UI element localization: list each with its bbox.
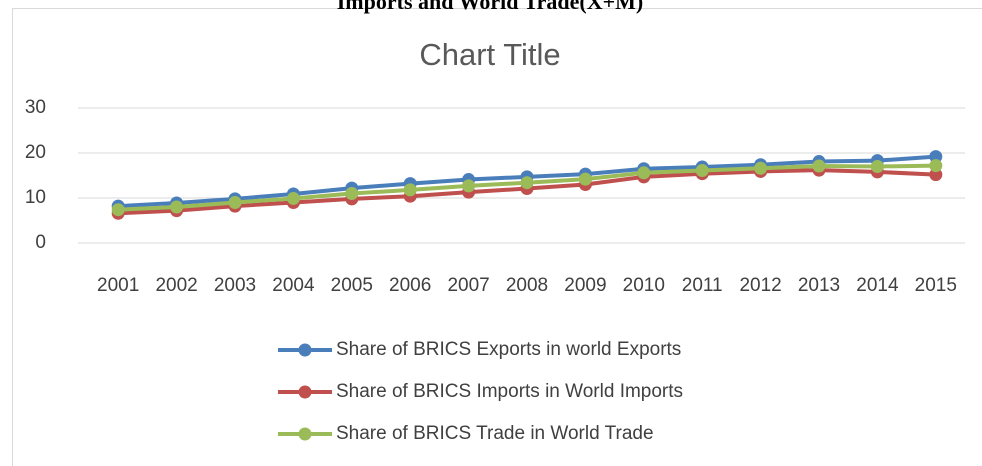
y-tick-label: 30: [25, 97, 46, 118]
x-tick-label: 2015: [915, 275, 957, 296]
x-tick-label: 2008: [506, 275, 548, 296]
x-tick-label: 2012: [739, 275, 781, 296]
legend-label: Share of BRICS Imports in World Imports: [336, 381, 683, 402]
data-point: [870, 160, 884, 173]
x-tick-label: 2009: [564, 275, 606, 296]
legend-label: Share of BRICS Trade in World Trade: [336, 423, 654, 444]
x-tick-label: 2011: [682, 275, 723, 296]
x-tick-label: 2014: [856, 275, 899, 296]
x-tick-label: 2007: [447, 275, 489, 296]
data-point: [929, 168, 943, 182]
legend-marker: [298, 385, 312, 399]
data-point: [929, 150, 943, 164]
data-point: [111, 203, 125, 217]
y-tick-label: 0: [35, 232, 46, 253]
data-point: [520, 176, 534, 190]
y-tick-label: 20: [25, 142, 46, 163]
x-tick-label: 2003: [214, 275, 256, 296]
data-point: [754, 161, 768, 175]
data-point: [170, 200, 184, 214]
data-point: [403, 183, 417, 197]
page-heading: Imports and World Trade(X+M): [337, 0, 644, 14]
y-tick-label: 10: [25, 187, 46, 208]
data-point: [286, 191, 300, 205]
data-point: [812, 159, 826, 173]
legend-label: Share of BRICS Exports in world Exports: [336, 339, 681, 360]
data-point: [345, 187, 359, 200]
x-tick-label: 2004: [272, 275, 315, 296]
chart-border: [12, 8, 982, 466]
data-point: [929, 159, 943, 173]
data-point: [695, 164, 709, 178]
chart-title: Chart Title: [419, 37, 560, 72]
x-tick-label: 2002: [155, 275, 197, 296]
x-tick-label: 2006: [389, 275, 431, 296]
data-point: [228, 196, 242, 209]
x-tick-label: 2010: [623, 275, 665, 296]
legend-marker: [298, 343, 312, 357]
data-point: [462, 179, 476, 193]
x-tick-label: 2013: [798, 275, 840, 296]
data-point: [578, 172, 592, 186]
x-tick-label: 2005: [331, 275, 373, 296]
x-tick-label: 2001: [97, 275, 139, 296]
legend-marker: [298, 427, 312, 441]
data-point: [637, 166, 651, 180]
